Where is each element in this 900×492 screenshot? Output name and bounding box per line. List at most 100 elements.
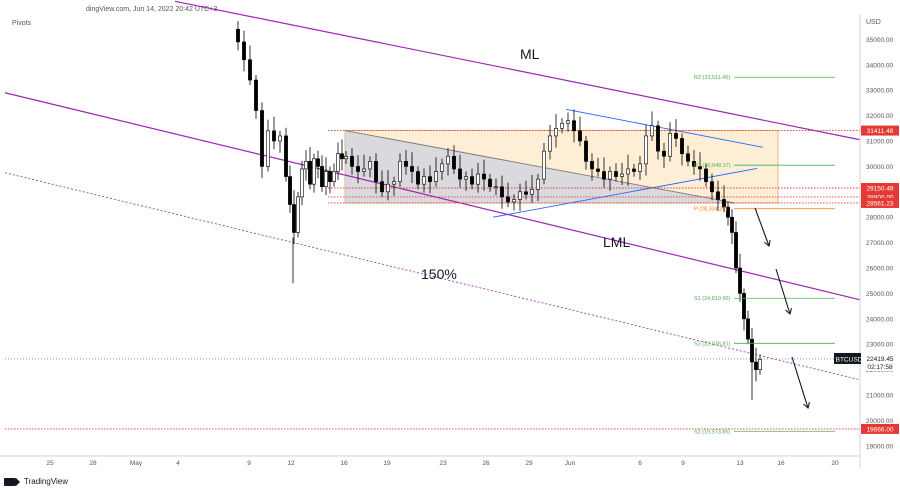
candle-body [626, 168, 630, 175]
candle-body [620, 173, 624, 177]
pivot-label: S2 (19,573.85) [694, 429, 731, 435]
candle-body [428, 176, 432, 182]
candle-body [304, 161, 308, 170]
x-tick-label: May [130, 460, 143, 467]
candle-body [476, 173, 480, 185]
candle-body [686, 153, 690, 162]
x-tick-label: 23 [439, 460, 447, 467]
candle-body [518, 191, 522, 200]
candle-body [254, 79, 258, 111]
indicator-label[interactable]: Pivots [12, 20, 32, 27]
last-price-label: 22419.45 [866, 356, 893, 363]
candle-body [458, 168, 462, 180]
candle-body [300, 168, 304, 198]
x-tick-label: 6 [638, 460, 642, 467]
candle-body [440, 163, 444, 172]
x-tick-label: 9 [681, 460, 685, 467]
candle-body [470, 176, 474, 185]
price-level-label-bg [861, 191, 899, 202]
y-tick-label: 20000.00 [866, 418, 893, 425]
candle-body [608, 171, 612, 180]
candle-body [288, 176, 292, 205]
candle-body [398, 161, 402, 182]
candle-body [554, 128, 558, 137]
x-tick-label: 12 [287, 460, 295, 467]
candle-body [656, 125, 660, 152]
candle-body [754, 361, 758, 370]
chart-annotation: ML [520, 46, 540, 62]
candle-body [392, 181, 396, 185]
candle-body [410, 166, 414, 172]
lower-wedge-line [492, 168, 758, 218]
candle-body [668, 133, 672, 157]
candle-body [638, 163, 642, 172]
candle-body [650, 125, 654, 137]
candle-body [374, 161, 378, 182]
candle-body [308, 161, 312, 185]
candle-body [446, 155, 450, 165]
candle-body [596, 168, 600, 172]
x-tick-label: 26 [482, 460, 490, 467]
descending-trendline [344, 130, 736, 204]
candle-body [278, 135, 282, 142]
x-tick-label: 20 [831, 460, 839, 467]
candle-body [332, 171, 336, 182]
x-tick-label: 4 [176, 460, 180, 467]
y-tick-label: 23000.00 [866, 342, 893, 349]
candle-body [726, 206, 730, 218]
candle-body [542, 150, 546, 180]
candle-body [324, 171, 328, 188]
candle-body [614, 171, 618, 177]
tradingview-logo-icon [4, 477, 20, 486]
y-tick-label: 26000.00 [866, 266, 893, 273]
y-tick-label: 27000.00 [866, 240, 893, 247]
candle-body [292, 204, 296, 233]
candle-body [320, 166, 324, 188]
x-tick-label: 16 [777, 460, 785, 467]
candle-body [328, 171, 332, 182]
x-tick-label: 28 [89, 460, 97, 467]
candle-body [632, 168, 636, 172]
candle-body [494, 186, 498, 189]
pivot-label: R2 (33,511.45) [694, 75, 730, 81]
candle-body [488, 178, 492, 188]
candle-body [548, 135, 552, 152]
pivot-label: S3 (23,036.81) [694, 341, 731, 347]
candle-body [316, 158, 320, 167]
y-tick-label: 31000.00 [866, 139, 893, 146]
pivot-label: P (28,334.26) [694, 207, 727, 213]
symbol-label: BTCUSD [836, 356, 863, 363]
candle-body [422, 176, 426, 185]
candle-body [380, 181, 384, 193]
candle-body [560, 122, 564, 129]
price-level-label: 19666.00 [866, 426, 893, 433]
candle-body [248, 59, 252, 81]
candle-body [362, 168, 366, 172]
candle-body [284, 135, 288, 177]
x-tick-label: 16 [340, 460, 348, 467]
currency-label: USD [866, 19, 881, 26]
candle-body [750, 338, 754, 363]
candle-body [716, 191, 720, 200]
candle-body [662, 150, 666, 157]
candle-body [344, 155, 348, 160]
price-level-label: 29150.49 [866, 185, 893, 192]
candle-body [572, 120, 576, 132]
candle-body [742, 293, 746, 320]
pivot-label: S1 (24,810.96) [694, 296, 731, 302]
candle-body [386, 183, 390, 193]
candle-body [482, 173, 486, 180]
candle-body [692, 161, 696, 167]
candle-body [260, 110, 264, 167]
candle-body [698, 166, 702, 170]
upper-wedge-line [565, 108, 764, 148]
y-tick-label: 32000.00 [866, 113, 893, 120]
median-line-ml [174, 0, 861, 141]
y-tick-label: 24000.00 [866, 316, 893, 323]
candle-body [704, 168, 708, 182]
candle-body [356, 166, 360, 172]
candle-body [746, 318, 750, 340]
symbol-label-bg [834, 352, 864, 364]
x-tick-label: 13 [736, 460, 744, 467]
